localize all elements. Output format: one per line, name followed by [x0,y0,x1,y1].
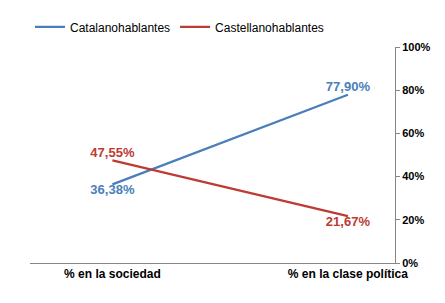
svg-text:20%: 20% [402,214,424,226]
svg-text:77,90%: 77,90% [326,79,371,94]
svg-text:60%: 60% [402,127,424,139]
svg-text:80%: 80% [402,84,424,96]
svg-text:47,55%: 47,55% [90,145,135,160]
svg-text:36,38%: 36,38% [90,182,135,197]
svg-text:Castellanohablantes: Castellanohablantes [215,21,324,35]
svg-text:40%: 40% [402,170,424,182]
svg-text:0%: 0% [402,257,418,269]
svg-text:100%: 100% [402,41,430,53]
svg-text:Catalanohablantes: Catalanohablantes [70,21,170,35]
svg-text:21,67%: 21,67% [326,214,371,229]
svg-text:% en la sociedad: % en la sociedad [64,267,161,281]
svg-text:% en la clase política: % en la clase política [288,267,408,281]
